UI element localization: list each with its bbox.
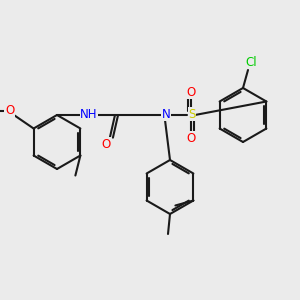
Text: NH: NH [80,107,98,121]
Text: O: O [186,131,196,145]
Text: N: N [162,107,170,121]
Text: O: O [101,137,111,151]
Text: O: O [186,85,196,98]
Text: Cl: Cl [245,56,257,68]
Text: S: S [188,107,196,121]
Text: O: O [5,104,14,117]
